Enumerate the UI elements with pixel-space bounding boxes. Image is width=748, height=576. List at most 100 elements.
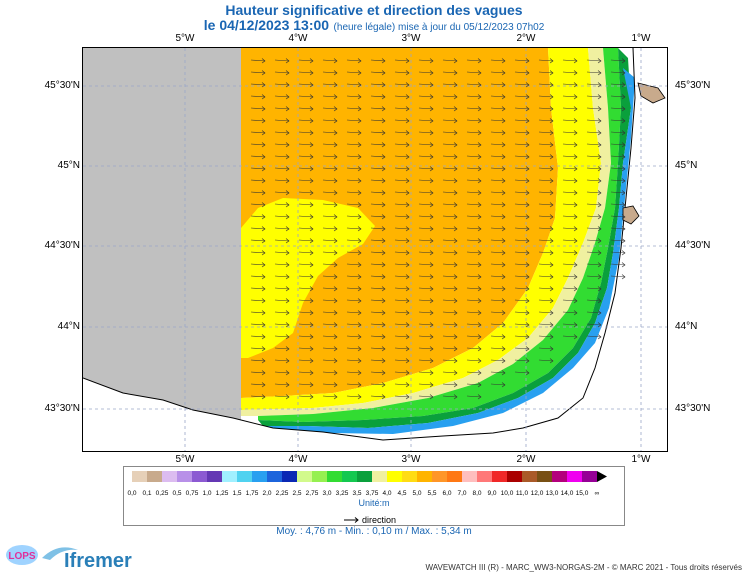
- direction-arrow: [538, 190, 554, 196]
- direction-arrow: [370, 346, 386, 352]
- direction-arrow: [298, 358, 314, 364]
- direction-arrow: [394, 82, 410, 88]
- direction-arrow: [346, 130, 362, 136]
- lat-label-right-44: 44°N: [675, 321, 698, 332]
- direction-arrow: [298, 346, 314, 352]
- wave-zone-4.5-5m-east: [241, 48, 601, 410]
- direction-arrow: [610, 214, 626, 220]
- direction-arrow: [394, 358, 410, 364]
- direction-arrow: [610, 250, 626, 256]
- direction-arrow: [562, 94, 578, 100]
- direction-arrow: [538, 178, 554, 184]
- direction-arrow: [514, 226, 530, 232]
- direction-arrow: [250, 370, 266, 376]
- direction-arrow: [298, 238, 314, 244]
- direction-arrow: [610, 94, 626, 100]
- direction-arrow: [490, 298, 506, 304]
- direction-arrow: [610, 238, 626, 244]
- direction-arrow: [538, 154, 554, 160]
- direction-arrow: [274, 298, 290, 304]
- direction-arrow: [538, 262, 554, 268]
- direction-arrow: [514, 178, 530, 184]
- direction-arrow: [250, 382, 266, 388]
- direction-arrow: [250, 394, 266, 400]
- legend-tick-label: ∞: [595, 490, 600, 497]
- direction-arrow: [586, 274, 602, 280]
- direction-arrow: [322, 262, 338, 268]
- direction-arrow: [346, 190, 362, 196]
- direction-arrow: [562, 82, 578, 88]
- legend-swatch: [417, 471, 432, 482]
- legend-swatch: [582, 471, 597, 482]
- direction-arrow: [274, 70, 290, 76]
- lat-label-left-4530: 45°30'N: [44, 80, 80, 91]
- direction-arrow: [322, 94, 338, 100]
- lon-label-bottom-1w: 1°W: [631, 454, 651, 465]
- direction-arrow: [250, 106, 266, 112]
- direction-arrow: [250, 142, 266, 148]
- direction-arrow: [370, 142, 386, 148]
- legend-tick-label: 1,25: [216, 490, 229, 497]
- legend-swatch: [477, 471, 492, 482]
- direction-arrow: [346, 298, 362, 304]
- legend-swatch: [567, 471, 582, 482]
- direction-arrow: [466, 118, 482, 124]
- direction-arrow: [370, 226, 386, 232]
- direction-arrow: [490, 154, 506, 160]
- direction-arrow: [370, 334, 386, 340]
- direction-arrow: [586, 106, 602, 112]
- direction-arrow: [274, 286, 290, 292]
- direction-arrow: [394, 154, 410, 160]
- direction-arrow: [394, 286, 410, 292]
- direction-arrow: [610, 154, 626, 160]
- legend-tick-label: 14,0: [561, 490, 574, 497]
- direction-arrow: [538, 346, 554, 352]
- direction-arrow: [466, 286, 482, 292]
- direction-arrow: [274, 262, 290, 268]
- legend-swatch: [402, 471, 417, 482]
- direction-arrow: [586, 262, 602, 268]
- direction-arrow: [418, 286, 434, 292]
- direction-arrow: [250, 130, 266, 136]
- direction-arrow: [514, 346, 530, 352]
- direction-arrow: [418, 334, 434, 340]
- direction-arrow: [274, 166, 290, 172]
- direction-arrow: [442, 250, 458, 256]
- direction-arrow: [394, 226, 410, 232]
- direction-arrow: [418, 382, 434, 388]
- legend-swatch: [492, 471, 507, 482]
- direction-arrow: [538, 286, 554, 292]
- direction-arrow: [418, 154, 434, 160]
- direction-arrow: [442, 274, 458, 280]
- lon-label-top-4w: 4°W: [288, 33, 308, 44]
- direction-arrow: [514, 82, 530, 88]
- direction-arrow: [586, 202, 602, 208]
- legend-tick-label: 5,0: [412, 490, 421, 497]
- direction-arrow: [418, 250, 434, 256]
- direction-arrow: [418, 70, 434, 76]
- direction-arrow: [466, 250, 482, 256]
- direction-arrow: [250, 226, 266, 232]
- direction-arrow: [538, 274, 554, 280]
- direction-arrow: [466, 382, 482, 388]
- direction-arrow: [538, 142, 554, 148]
- direction-arrow: [274, 358, 290, 364]
- legend-tick-label: 2,5: [292, 490, 301, 497]
- direction-arrow: [442, 214, 458, 220]
- direction-arrow: [322, 202, 338, 208]
- direction-arrow: [610, 106, 626, 112]
- direction-arrow: [394, 166, 410, 172]
- direction-arrow: [274, 142, 290, 148]
- map-subtitle: le 04/12/2023 13:00 (heure légale) mise …: [0, 17, 748, 35]
- direction-arrow: [250, 346, 266, 352]
- legend-swatch: [432, 471, 447, 482]
- wave-height-map[interactable]: [82, 47, 668, 452]
- direction-arrow: [466, 238, 482, 244]
- direction-arrow: [346, 394, 362, 400]
- direction-arrow: [538, 310, 554, 316]
- direction-arrow: [586, 334, 602, 340]
- direction-arrow: [610, 70, 626, 76]
- direction-arrow: [562, 298, 578, 304]
- direction-arrow: [298, 226, 314, 232]
- legend-box: 0,0 0,1 0,25 0,5 0,75 1,0 1,25 1,5 1,75 2,0 2,25 2,…: [123, 466, 625, 526]
